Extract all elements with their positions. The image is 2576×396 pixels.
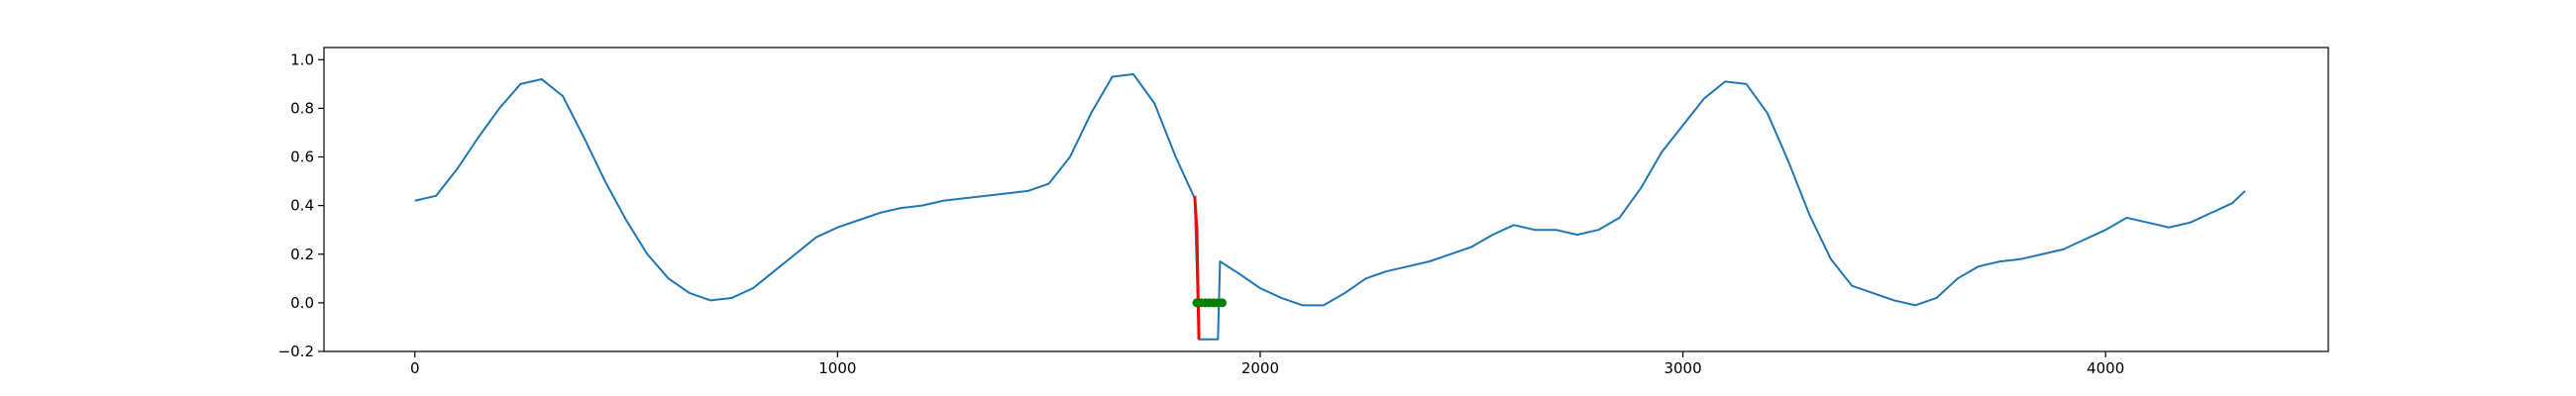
y-tick-label: 0.6 [290, 148, 314, 166]
series-line [414, 73, 2246, 341]
y-tick-label: 0.2 [290, 246, 314, 263]
x-tick-label: 0 [410, 359, 420, 377]
y-tick-label: −0.2 [278, 343, 314, 360]
marker [1218, 298, 1228, 308]
x-tick-label: 4000 [2087, 359, 2124, 377]
plot-frame [323, 47, 2329, 352]
x-tick-label: 1000 [818, 359, 856, 377]
x-tick-label: 3000 [1664, 359, 1701, 377]
y-tick-label: 1.0 [290, 50, 314, 68]
y-tick-label: 0.8 [290, 99, 314, 117]
y-tick-label: 0.4 [290, 197, 314, 215]
series-line [1193, 195, 1201, 340]
x-tick-label: 2000 [1241, 359, 1279, 377]
y-tick-label: 0.0 [290, 294, 314, 312]
